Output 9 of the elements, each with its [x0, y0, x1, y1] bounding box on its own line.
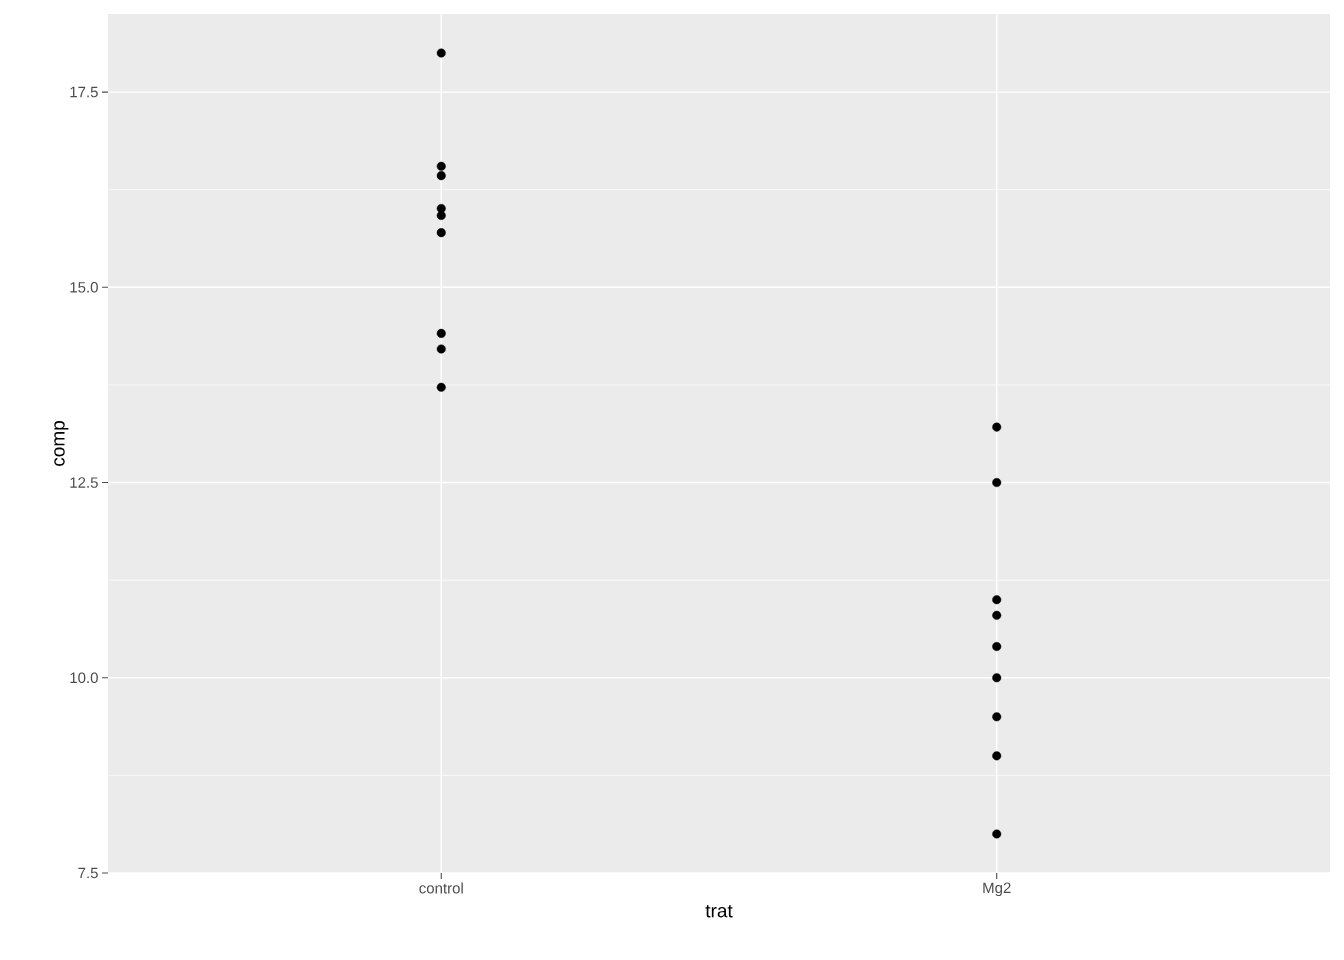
x-axis-title: trat [705, 904, 733, 918]
y-tick-label: 17.5 [70, 86, 98, 98]
y-tick-label: 12.5 [70, 477, 98, 488]
y-axis-title: comp [54, 421, 69, 466]
y-tick-label: 10.0 [70, 672, 98, 684]
x-tick-label: control [419, 882, 463, 894]
x-tick-label: Mg2 [983, 882, 1011, 897]
y-tick-label: 15.0 [70, 282, 98, 293]
y-tick-label: 7.5 [78, 867, 98, 879]
